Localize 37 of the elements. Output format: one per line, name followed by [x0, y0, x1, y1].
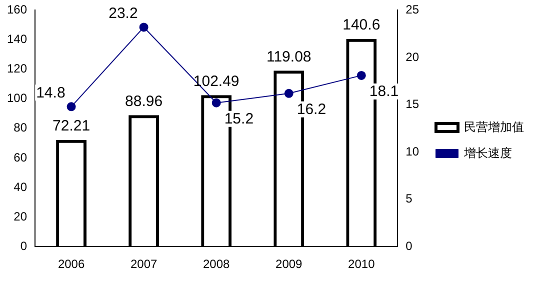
data-label: 23.2 — [108, 4, 138, 22]
point — [139, 22, 148, 32]
point — [284, 88, 294, 98]
data-label: 119.08 — [266, 48, 312, 66]
data-label: 15.2 — [224, 110, 254, 128]
x-tick-label: 2009 — [276, 257, 303, 272]
y-tick-label: 20 — [14, 209, 28, 224]
point — [212, 98, 221, 108]
data-label: 140.6 — [342, 16, 380, 34]
y-tick-label: 100 — [6, 91, 28, 106]
y-tick-label: 60 — [14, 150, 28, 164]
data-label: 18.1 — [369, 83, 399, 100]
point — [66, 102, 76, 112]
y2-tick-label: 10 — [406, 144, 420, 158]
data-label: 72.21 — [52, 118, 90, 135]
x-tick-label: 2006 — [58, 257, 85, 272]
y-tick-label: 160 — [6, 2, 28, 17]
x-tick-label: 2007 — [130, 257, 158, 272]
y-tick-label: 40 — [14, 180, 28, 194]
y-tick-label: 140 — [6, 32, 28, 46]
y-tick-label: 80 — [14, 120, 28, 135]
y-tick-label: 0 — [20, 238, 28, 253]
y2-tick-label: 20 — [406, 50, 420, 64]
data-label: 16.2 — [296, 101, 326, 118]
y-tick-label: 120 — [6, 62, 28, 76]
legend-label: 增长速度 — [463, 146, 512, 160]
data-label: 88.96 — [125, 92, 163, 110]
legend-label: 民营增加值 — [464, 120, 524, 134]
x-tick-label: 2008 — [202, 257, 230, 272]
y2-tick-label: 15 — [406, 97, 420, 112]
x-tick-label: 2010 — [348, 257, 376, 272]
data-label: 102.49 — [193, 72, 240, 90]
y2-tick-label: 25 — [406, 2, 420, 17]
data-label: 14.8 — [36, 84, 66, 102]
y2-tick-label: 5 — [406, 192, 413, 206]
point — [356, 70, 366, 80]
y2-tick-label: 0 — [406, 238, 413, 253]
